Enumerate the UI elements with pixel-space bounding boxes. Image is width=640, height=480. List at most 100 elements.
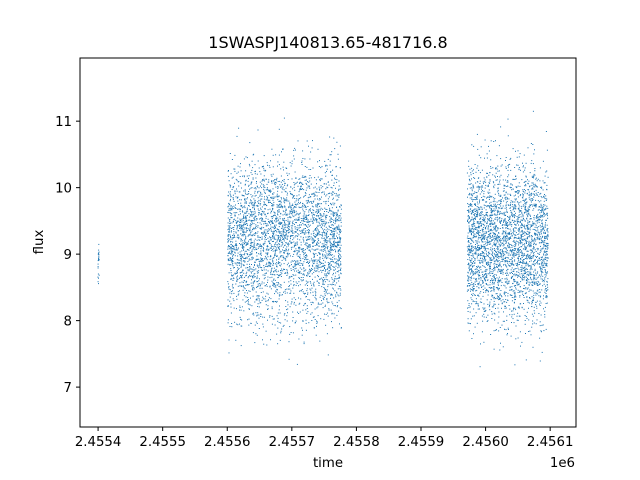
data-point xyxy=(255,205,257,207)
data-point xyxy=(318,282,320,284)
data-point xyxy=(276,256,278,257)
data-point xyxy=(258,314,260,316)
data-point xyxy=(239,210,241,212)
data-point xyxy=(507,333,508,334)
data-point xyxy=(249,252,251,254)
data-point xyxy=(299,239,301,241)
data-point xyxy=(495,218,497,220)
data-point xyxy=(309,246,311,248)
data-point xyxy=(327,246,329,248)
data-point xyxy=(277,214,279,216)
data-point xyxy=(288,341,290,343)
data-point xyxy=(336,175,338,177)
data-point xyxy=(470,231,471,233)
data-point xyxy=(97,253,99,255)
data-point xyxy=(303,195,305,197)
data-point xyxy=(280,237,282,239)
data-point xyxy=(257,192,259,194)
data-point xyxy=(267,270,269,272)
data-point xyxy=(333,244,335,246)
data-point xyxy=(319,219,321,221)
data-point xyxy=(264,255,266,257)
data-point xyxy=(328,238,330,240)
data-point xyxy=(471,212,473,214)
data-point xyxy=(260,260,262,262)
data-point xyxy=(505,236,506,237)
data-point xyxy=(283,219,285,221)
data-point xyxy=(527,189,529,191)
data-point xyxy=(292,317,294,318)
data-point xyxy=(317,176,319,178)
data-point xyxy=(324,268,325,269)
data-point xyxy=(293,184,295,186)
data-point xyxy=(517,289,519,291)
data-point xyxy=(276,241,278,243)
data-point xyxy=(240,345,242,347)
data-point xyxy=(261,214,263,216)
data-point xyxy=(316,265,318,266)
data-point xyxy=(497,204,499,205)
data-point xyxy=(323,201,325,203)
data-point xyxy=(485,262,487,264)
data-point xyxy=(474,217,476,219)
data-point xyxy=(527,207,529,209)
data-point xyxy=(324,293,326,295)
data-point xyxy=(308,245,309,247)
data-point xyxy=(530,225,532,227)
data-point xyxy=(293,155,295,157)
data-point xyxy=(477,247,478,248)
data-point xyxy=(507,228,509,230)
data-point xyxy=(250,225,252,227)
data-point xyxy=(308,247,310,249)
data-point xyxy=(332,249,334,251)
data-point xyxy=(309,180,311,182)
data-point xyxy=(284,205,286,207)
data-point xyxy=(286,292,288,294)
data-point xyxy=(481,219,483,220)
data-point xyxy=(285,258,287,260)
data-point xyxy=(329,233,331,235)
data-point xyxy=(302,206,304,208)
data-point xyxy=(270,174,272,176)
data-point xyxy=(293,265,295,267)
data-point xyxy=(299,272,301,274)
data-point xyxy=(296,282,298,284)
data-point xyxy=(291,248,292,250)
data-point xyxy=(245,296,247,298)
data-point xyxy=(305,322,307,324)
data-point xyxy=(319,253,321,255)
data-point xyxy=(230,250,232,252)
data-point xyxy=(262,234,264,235)
data-point xyxy=(332,281,334,283)
data-point xyxy=(305,216,306,218)
data-point xyxy=(502,255,504,257)
data-point xyxy=(263,198,265,200)
data-point xyxy=(251,242,253,243)
data-point xyxy=(277,237,279,239)
data-point xyxy=(288,224,290,226)
data-point xyxy=(257,160,259,162)
data-point xyxy=(322,284,324,285)
data-point xyxy=(297,217,299,219)
data-point xyxy=(332,228,334,230)
data-point xyxy=(238,278,240,279)
data-point xyxy=(306,296,307,297)
data-point xyxy=(287,253,289,255)
data-point xyxy=(515,198,517,200)
data-point xyxy=(483,224,485,225)
data-point xyxy=(251,257,253,259)
data-point xyxy=(233,205,235,207)
data-point xyxy=(260,237,261,238)
data-point xyxy=(273,211,275,213)
data-point xyxy=(265,225,267,227)
data-point xyxy=(277,210,279,212)
data-point xyxy=(230,173,232,175)
data-point xyxy=(309,299,311,301)
data-point xyxy=(498,278,500,280)
data-point xyxy=(263,221,265,222)
data-point xyxy=(495,287,497,289)
data-point xyxy=(338,295,340,297)
data-point xyxy=(504,251,506,253)
data-point xyxy=(241,246,243,248)
data-point xyxy=(534,240,536,242)
